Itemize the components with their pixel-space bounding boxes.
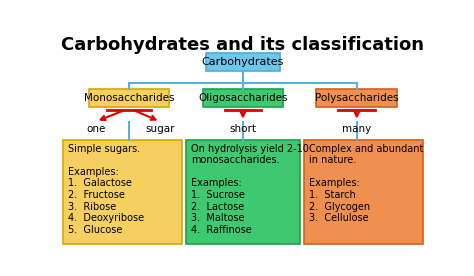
Text: one: one — [86, 124, 106, 134]
Text: Polysaccharides: Polysaccharides — [315, 93, 399, 103]
FancyBboxPatch shape — [186, 140, 300, 243]
Text: On hydrolysis yield 2-10
monosaccharides.

Examples:
1.  Sucrose
2.  Lactose
3. : On hydrolysis yield 2-10 monosaccharides… — [191, 144, 310, 235]
Text: Monosaccharides: Monosaccharides — [84, 93, 174, 103]
FancyBboxPatch shape — [89, 89, 169, 107]
Text: short: short — [229, 124, 256, 134]
Text: many: many — [342, 124, 372, 134]
FancyBboxPatch shape — [202, 89, 283, 107]
Text: Carbohydrates: Carbohydrates — [202, 57, 284, 67]
Text: Oligosaccharides: Oligosaccharides — [198, 93, 288, 103]
FancyBboxPatch shape — [63, 140, 182, 243]
Text: Complex and abundant
in nature.

Examples:
1.  Starch
2.  Glycogen
3.  Cellulose: Complex and abundant in nature. Examples… — [309, 144, 423, 223]
Text: Simple sugars.

Examples:
1.  Galactose
2.  Fructose
3.  Ribose
4.  Deoxyribose
: Simple sugars. Examples: 1. Galactose 2.… — [68, 144, 145, 235]
Text: sugar: sugar — [146, 124, 175, 134]
FancyBboxPatch shape — [206, 53, 280, 71]
FancyBboxPatch shape — [303, 140, 423, 243]
Text: Carbohydrates and its classification: Carbohydrates and its classification — [62, 36, 424, 54]
FancyBboxPatch shape — [317, 89, 397, 107]
